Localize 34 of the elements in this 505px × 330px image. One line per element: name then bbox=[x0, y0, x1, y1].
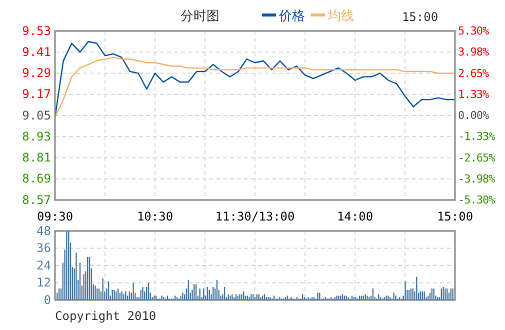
y-tick-label: 36 bbox=[36, 241, 51, 256]
y-tick-label: 9.53 bbox=[22, 24, 51, 38]
y-tick-label: 48 bbox=[36, 224, 51, 238]
y2-tick-label: -1.33% bbox=[458, 130, 496, 144]
y2-tick-label: 0.00% bbox=[458, 109, 490, 122]
x-tick-label: 15:00 bbox=[436, 210, 474, 224]
text: 分时图 bbox=[180, 9, 220, 24]
x-tick-label: 10:30 bbox=[136, 210, 174, 224]
y-tick-label: 12 bbox=[36, 276, 51, 290]
y2-tick-label: -3.98% bbox=[458, 172, 496, 186]
y-tick-label: 0 bbox=[44, 292, 51, 307]
y-tick-label: 8.57 bbox=[22, 192, 51, 207]
legend-label: 价格 bbox=[278, 9, 305, 24]
line-series bbox=[54, 56, 456, 118]
x-tick-label: 09:30 bbox=[36, 210, 74, 224]
x-tick-label: 11:30/13:00 bbox=[215, 210, 295, 224]
y2-tick-label: 3.98% bbox=[458, 46, 490, 59]
legend-label: 均线 bbox=[327, 9, 354, 24]
y2-tick-label: 5.30% bbox=[458, 24, 490, 38]
y-tick-label: 9.29 bbox=[22, 66, 51, 80]
y2-tick-label: -5.30% bbox=[458, 194, 496, 207]
x-tick-label: 14:00 bbox=[336, 210, 374, 224]
y-tick-label: 24 bbox=[36, 258, 51, 272]
y-tick-label: 8.81 bbox=[22, 150, 51, 165]
y-tick-label: 8.69 bbox=[22, 172, 51, 186]
y-tick-label: 8.93 bbox=[22, 129, 51, 144]
y-tick-label: 9.41 bbox=[22, 44, 51, 59]
y-tick-label: 9.05 bbox=[22, 108, 51, 122]
y2-tick-label: -2.65% bbox=[458, 151, 496, 164]
text: 15:00 bbox=[402, 10, 438, 24]
y2-tick-label: 1.33% bbox=[458, 88, 490, 101]
y2-tick-label: 2.65% bbox=[458, 66, 490, 80]
y-tick-label: 9.17 bbox=[22, 87, 51, 102]
text: Copyright 2010 bbox=[55, 309, 156, 323]
